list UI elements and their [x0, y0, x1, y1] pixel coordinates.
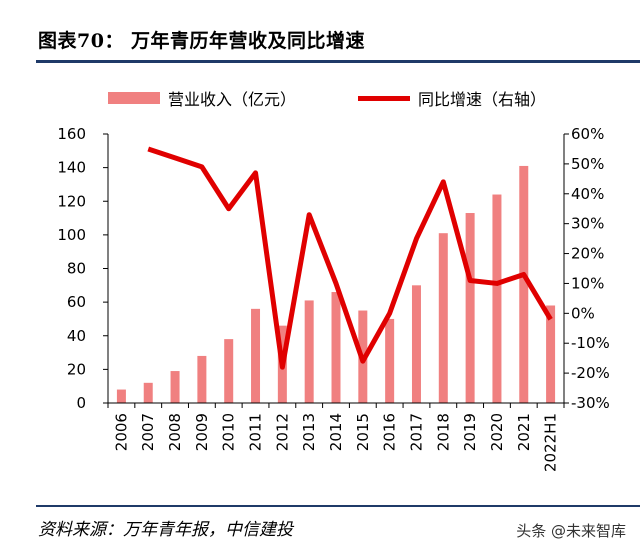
- legend-item-revenue: 营业收入（亿元）: [108, 86, 296, 110]
- left-axis-ticks: 0 20 40 60 80 100 120 140 160: [57, 125, 108, 412]
- legend-item-growth: 同比增速（右轴）: [358, 86, 546, 110]
- right-tick-label: 0%: [571, 304, 595, 322]
- bar-2020: [492, 194, 502, 403]
- left-tick-label: 60: [67, 293, 86, 311]
- left-tick-label: 120: [57, 192, 86, 210]
- x-tick-label: 2020: [488, 413, 506, 451]
- title-divider: [36, 60, 640, 63]
- x-tick-label: 2018: [434, 413, 452, 451]
- bar-2010: [224, 339, 234, 403]
- legend-label-growth: 同比增速（右轴）: [418, 90, 547, 109]
- bar-2007: [143, 382, 153, 403]
- x-tick-label: 2019: [461, 413, 479, 451]
- chart-title: 图表70： 万年青历年营收及同比增速: [38, 30, 366, 52]
- right-tick-label: -10%: [571, 334, 610, 352]
- x-tick-label: 2010: [220, 413, 238, 451]
- bar-2013: [304, 300, 314, 403]
- x-tick-label: 2022H1: [542, 413, 560, 472]
- left-tick-label: 20: [67, 360, 86, 378]
- x-tick-label: 2006: [112, 413, 130, 451]
- legend-swatch-line: [358, 95, 410, 101]
- footer-divider: [36, 505, 640, 507]
- right-tick-label: 10%: [571, 274, 604, 292]
- right-tick-label: 50%: [571, 155, 604, 173]
- bar-2008: [170, 371, 180, 403]
- x-tick-label: 2008: [166, 413, 184, 451]
- bar-series: [116, 165, 556, 403]
- x-tick-label: 2009: [193, 413, 211, 451]
- x-axis-ticks: 2006 2007 2008 2009 2010 2011 2012 2013 2014 2015…: [112, 413, 559, 472]
- right-axis-ticks: -30% -20% -10% 0% 10% 20% 30% 40% 50% 60%: [564, 125, 610, 412]
- left-tick-label: 140: [57, 159, 86, 177]
- bar-2017: [411, 285, 421, 403]
- watermark: 头条 @未来智库: [516, 522, 626, 540]
- growth-line: [147, 146, 553, 370]
- bar-2011: [251, 308, 261, 403]
- left-tick-label: 40: [67, 327, 86, 345]
- line-series: [147, 146, 553, 370]
- legend-label-revenue: 营业收入（亿元）: [168, 90, 297, 109]
- right-tick-label: 40%: [571, 185, 604, 203]
- left-tick-label: 100: [57, 226, 86, 244]
- x-tick-label: 2014: [327, 413, 345, 451]
- x-tick-label: 2016: [381, 413, 399, 451]
- x-tick-label: 2007: [139, 413, 157, 451]
- bar-2019: [465, 213, 475, 403]
- bar-2014: [331, 292, 341, 403]
- right-tick-label: 60%: [571, 125, 604, 143]
- bar-2022H1: [546, 305, 556, 403]
- right-tick-label: -20%: [571, 364, 610, 382]
- legend-swatch-bar: [108, 92, 160, 104]
- right-tick-label: 30%: [571, 215, 604, 233]
- bar-2018: [438, 233, 448, 403]
- bar-2021: [519, 165, 529, 403]
- left-tick-label: 160: [57, 125, 86, 143]
- source-note: 资料来源：万年青年报，中信建投: [38, 520, 293, 540]
- bar-2016: [385, 318, 395, 403]
- x-tick-label: 2015: [354, 413, 372, 451]
- left-tick-label: 80: [67, 260, 86, 278]
- bar-2006: [116, 389, 126, 403]
- left-tick-label: 0: [76, 394, 86, 412]
- bar-2009: [197, 355, 207, 403]
- x-tick-label: 2012: [273, 413, 291, 451]
- x-tick-label: 2017: [407, 413, 425, 451]
- x-tick-label: 2011: [247, 413, 265, 451]
- right-tick-label: 20%: [571, 245, 604, 263]
- x-tick-label: 2013: [300, 413, 318, 451]
- right-tick-label: -30%: [571, 394, 610, 412]
- x-tick-label: 2021: [515, 413, 533, 451]
